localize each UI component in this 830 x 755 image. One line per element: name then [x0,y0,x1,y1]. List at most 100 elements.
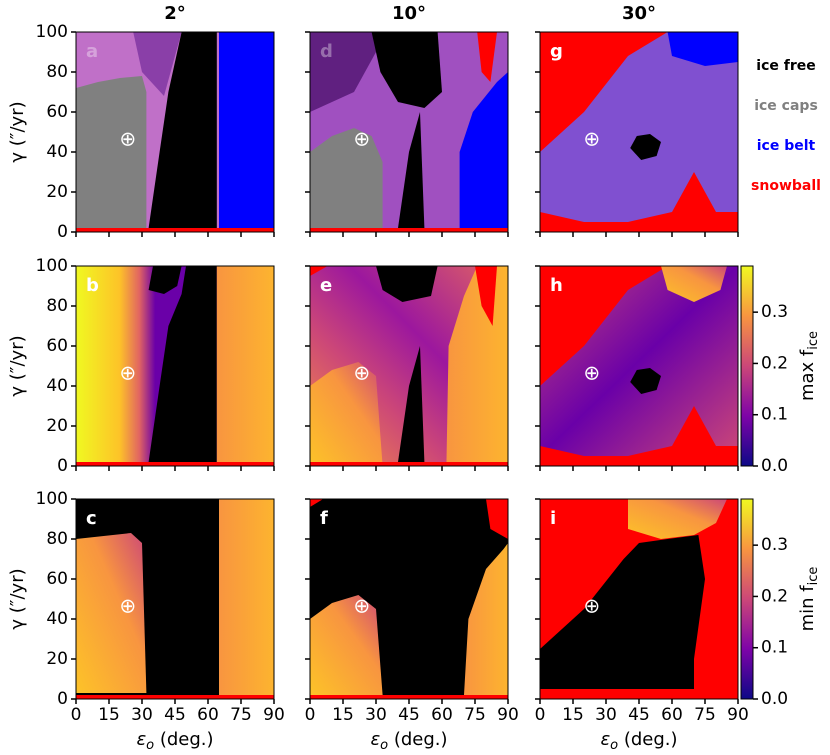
region [310,462,508,466]
colorbar-label: max fice [797,331,821,401]
x-label-sub: o [380,738,388,753]
legend-entry: ice free [756,58,815,74]
panel-letter: g [550,41,563,62]
x-label-symbol: ε [136,729,146,750]
earth-marker: ⊕ [119,361,136,385]
region [398,346,425,462]
panel: a ⊕ 0 20 40 60 80 100 γ (″/yr) [7,22,275,242]
region [310,595,383,695]
panel-letter: c [86,508,97,529]
x-tick-label: 30 [131,705,153,725]
region [310,362,383,466]
region [464,543,508,695]
y-tick-label: 100 [36,256,68,276]
colorbar-tick-label: 0.2 [761,586,788,606]
y-axis-label: γ (″/yr) [7,568,28,629]
y-tick-label: 20 [46,416,68,436]
panel-letter: i [550,508,556,529]
x-tick-label: 90 [497,705,519,725]
y-tick-label: 60 [46,569,68,589]
column-title: 30° [622,3,656,24]
panel: h⊕ [535,265,739,471]
x-tick-label: 45 [628,705,650,725]
y-tick-label: 20 [46,182,68,202]
region [630,368,661,394]
x-label-rest: (deg.) [388,729,447,750]
panel: g⊕ [535,31,739,237]
colorbar-tick-label: 0.2 [761,353,788,373]
panel: f ⊕ 0 15 30 45 60 75 90 εo (deg.) [305,498,519,753]
x-tick-label: 75 [694,705,716,725]
x-tick-label: 75 [230,705,252,725]
panel: e⊕ [305,265,509,471]
x-label-sub: o [610,738,618,753]
x-tick-label: 90 [727,705,749,725]
region [371,32,442,108]
region [133,32,182,96]
earth-marker: ⊕ [583,127,600,151]
region [310,128,383,232]
panel: d⊕ [305,31,509,237]
colorbar-tick-label: 0.1 [761,405,788,425]
x-tick-label: 0 [305,705,316,725]
earth-marker: ⊕ [353,361,370,385]
x-tick-label: 0 [535,705,546,725]
y-axis-label: γ (″/yr) [7,101,28,162]
colorbar [740,498,754,700]
y-tick-label: 40 [46,609,68,629]
region [148,266,217,462]
colorbar-tick-label: 0.0 [761,689,788,709]
legend-entry: snowball [751,178,821,194]
region [219,32,274,228]
region [310,228,508,232]
x-label-rest: (deg.) [154,729,213,750]
region [76,695,274,699]
panel: i ⊕ 0 15 30 45 60 75 90 εo (deg.) [535,498,749,753]
panel: c ⊕ 0 15 30 45 60 75 90 0 20 40 60 80 100 γ (″/yr) εo (d… [7,489,285,753]
panel-letter: b [86,275,99,296]
region [76,533,147,693]
region [475,266,497,326]
earth-marker: ⊕ [119,127,136,151]
region [310,266,328,276]
y-tick-label: 40 [46,376,68,396]
colorbar-label-sub: ice [806,331,821,350]
earth-marker: ⊕ [583,594,600,618]
x-tick-label: 60 [431,705,453,725]
x-tick-label: 30 [595,705,617,725]
x-tick-label: 45 [398,705,420,725]
colorbar-tick-label: 0.1 [761,638,788,658]
x-tick-label: 60 [197,705,219,725]
colorbar-label-main: max f [797,349,818,401]
colorbar-label: min fice [797,567,821,632]
x-tick-label: 15 [562,705,584,725]
region [628,499,727,539]
panel-letter: a [86,41,98,62]
y-tick-label: 80 [46,529,68,549]
x-tick-label: 15 [98,705,120,725]
legend-entry: ice belt [757,138,816,154]
region [376,266,438,302]
region [630,134,661,160]
colorbar-tick-label: 0.3 [761,302,788,322]
y-tick-label: 80 [46,62,68,82]
region [398,112,425,228]
y-tick-label: 0 [57,689,68,709]
earth-marker: ⊕ [353,594,370,618]
region [310,499,324,507]
x-tick-label: 30 [365,705,387,725]
x-label-sub: o [146,738,154,753]
colorbar-label-sub: ice [806,567,821,586]
earth-marker: ⊕ [119,594,136,618]
region [76,76,147,232]
region [486,499,508,539]
x-axis-label: εo (deg.) [600,729,677,753]
region [148,266,182,294]
y-tick-label: 60 [46,102,68,122]
y-axis-label: γ (″/yr) [7,335,28,396]
region [477,32,497,82]
y-tick-label: 60 [46,336,68,356]
y-tick-label: 100 [36,489,68,509]
x-tick-label: 75 [464,705,486,725]
